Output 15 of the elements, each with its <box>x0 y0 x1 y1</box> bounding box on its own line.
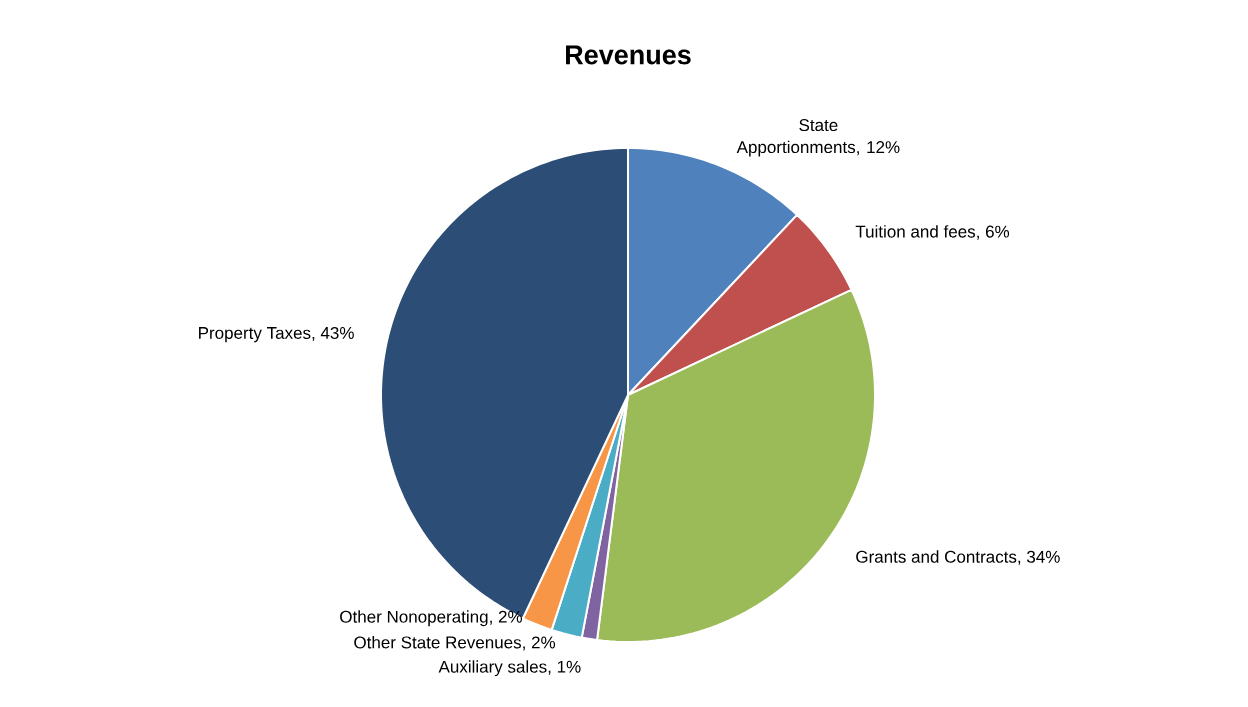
slice-label: Tuition and fees <box>855 225 976 238</box>
data-label: , 43% <box>312 326 354 341</box>
data-label: , 12% <box>857 141 900 156</box>
slice-label: Auxiliary sales <box>438 660 547 677</box>
slice-label: Property Taxes <box>199 327 311 343</box>
data-label: , 6% <box>977 225 1010 240</box>
data-label: , 2% <box>490 610 523 625</box>
slice-label: Other State Revenues <box>354 635 522 649</box>
chart-title: Revenues <box>566 45 691 65</box>
data-label: , 1% <box>548 660 581 675</box>
data-label: , 34% <box>1018 550 1060 565</box>
slice-label: Other Nonoperating <box>340 610 488 627</box>
slice-label: Grants and Contracts <box>856 550 1017 563</box>
data-label: , 2% <box>523 636 556 651</box>
slice-label: State Apportionments <box>736 119 856 157</box>
